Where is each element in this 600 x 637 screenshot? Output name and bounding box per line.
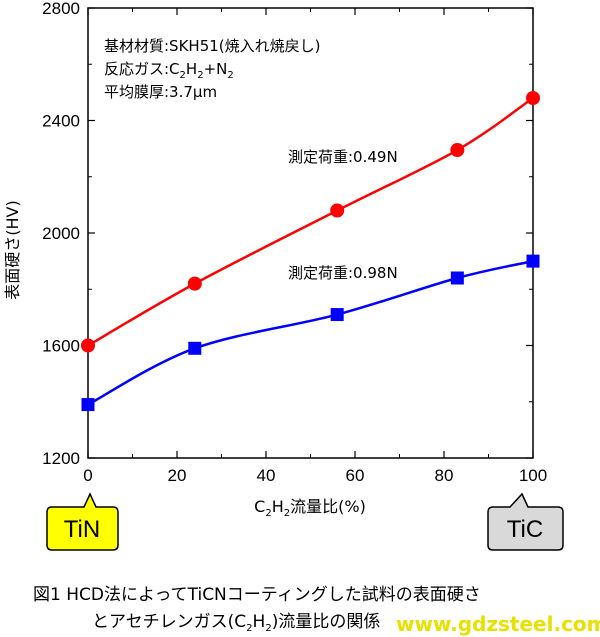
caption-line-1: 図1 HCD法によってTiCNコーティングした試料の表面硬さ [33, 585, 481, 605]
data-point-square [526, 254, 540, 268]
ticks: 0 20 40 60 80 100 1200 1600 2000 2400 2800 [42, 0, 547, 485]
data-point-circle [330, 203, 345, 218]
watermark: www.gdzsteel.com [396, 612, 600, 636]
y-tick-label: 1200 [42, 449, 80, 468]
y-tick-label: 1600 [42, 337, 80, 356]
y-axis-title: 表面硬さ(HV) [3, 200, 22, 299]
series-label-0-49n: 測定荷重:0.49N [288, 148, 398, 166]
x-tick-label: 0 [83, 466, 92, 485]
y-tick-label: 2800 [42, 0, 80, 18]
y-tick-label: 2000 [42, 224, 80, 243]
x-tick-label: 40 [257, 466, 276, 485]
annotation-gas: 反応ガス:C2H2+N2 [104, 60, 234, 81]
data-point-circle [526, 91, 540, 105]
data-point-square [450, 271, 464, 285]
series-layer [81, 91, 540, 412]
y-tick-label: 2400 [42, 112, 80, 131]
x-tick-label: 60 [346, 466, 365, 485]
data-point-square [81, 398, 95, 412]
series-line-1 [87, 259, 534, 406]
x-tick-label: 20 [168, 466, 187, 485]
badge-tic: TiC [487, 492, 564, 551]
series-line-0 [87, 96, 534, 347]
data-point-circle [81, 338, 95, 353]
badge-tin-shape [46, 492, 119, 551]
x-tick-label: 80 [435, 466, 454, 485]
data-point-square [188, 341, 202, 355]
data-point-circle [450, 143, 465, 158]
badge-tic-shape [487, 492, 564, 551]
badge-tic-label: TiC [507, 516, 543, 543]
series-label-0-98n: 測定荷重:0.98N [288, 264, 398, 282]
annotation-substrate: 基材材質:SKH51(焼入れ焼戻し) [104, 37, 320, 55]
caption-line-2: とアセチレンガス(C2H2)流量比の関係 [92, 612, 380, 634]
data-point-square [330, 308, 344, 322]
x-tick-label: 100 [519, 466, 547, 485]
x-axis-title: C2H2流量比(%) [254, 497, 366, 519]
badge-tin: TiN [46, 492, 119, 551]
data-point-circle [187, 276, 202, 291]
badge-tin-label: TiN [64, 516, 100, 543]
annotation-thickness: 平均膜厚:3.7μm [104, 83, 217, 101]
